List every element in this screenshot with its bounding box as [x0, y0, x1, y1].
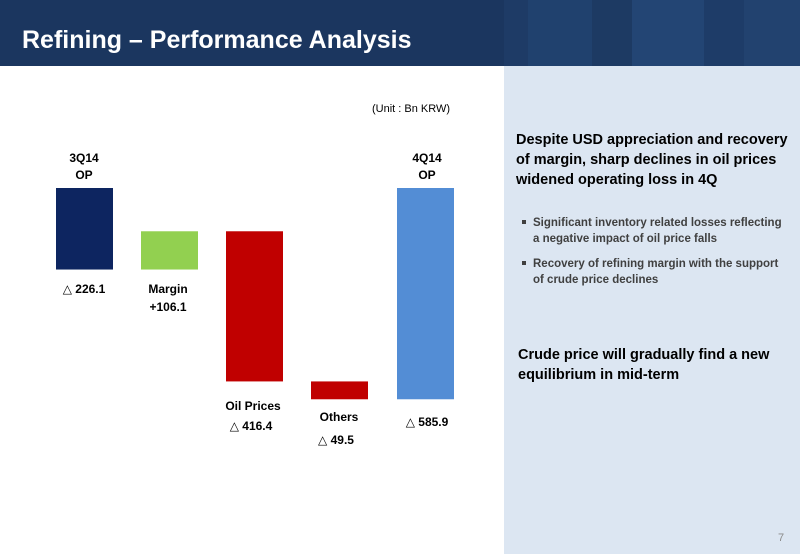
bullet-item: Recovery of refining margin with the sup…	[522, 256, 784, 288]
header-stripe	[504, 0, 528, 66]
summary-headline: Despite USD appreciation and recovery of…	[516, 132, 788, 188]
category-label: Margin	[148, 282, 188, 296]
category-label: Others	[319, 410, 359, 424]
unit-label: (Unit : Bn KRW)	[372, 103, 451, 115]
bullet-text: Recovery of refining margin with the sup…	[533, 258, 779, 286]
bar-others	[311, 381, 368, 400]
header-stripe	[704, 0, 744, 66]
slide-title: Refining – Performance Analysis	[22, 26, 412, 54]
value-label: △ 585.9	[405, 415, 449, 429]
page-number: 7	[778, 532, 785, 544]
value-label: △ 416.4	[229, 419, 273, 433]
slide-header: Refining – Performance Analysis	[0, 0, 800, 66]
bar-3q14-op	[56, 188, 113, 270]
category-label: 4Q14 OP	[412, 151, 442, 182]
category-label: 3Q14 OP	[69, 151, 99, 182]
header-stripe	[744, 0, 800, 66]
bullet-marker-icon	[522, 220, 526, 224]
category-label: Oil Prices	[225, 399, 281, 413]
header-stripe	[592, 0, 632, 66]
bar-4q14-op	[397, 188, 454, 400]
bar-oil-prices	[226, 231, 283, 382]
bullet-marker-icon	[522, 261, 526, 265]
value-label: △ 49.5	[318, 433, 354, 447]
bullet-item: Significant inventory related losses ref…	[522, 215, 784, 247]
value-label: △ 226.1	[62, 282, 106, 296]
header-stripe	[528, 0, 592, 66]
header-stripe	[632, 0, 704, 66]
summary-panel	[504, 66, 800, 554]
bar-margin	[141, 231, 198, 270]
summary-bullets: Significant inventory related losses ref…	[522, 215, 784, 297]
bullet-text: Significant inventory related losses ref…	[533, 217, 782, 245]
summary-conclusion: Crude price will gradually find a new eq…	[518, 347, 770, 383]
waterfall-chart	[56, 188, 454, 400]
value-label: +106.1	[149, 300, 187, 314]
